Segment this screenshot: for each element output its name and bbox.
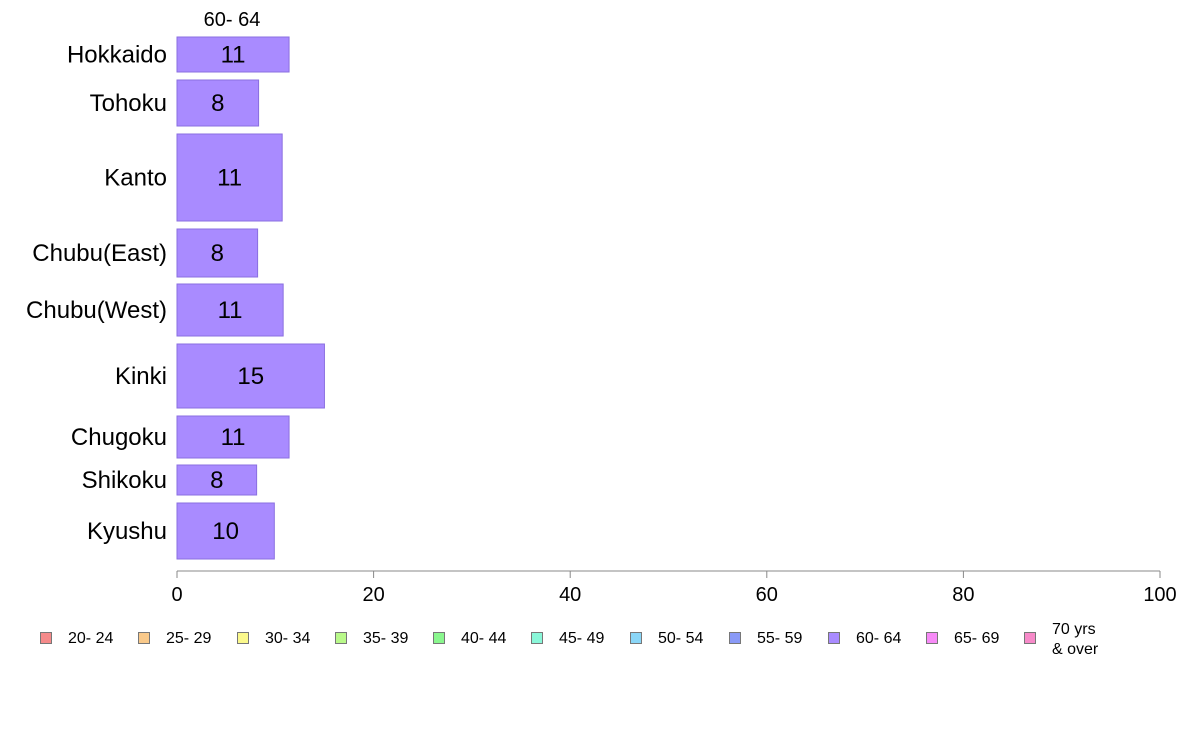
bar	[176, 464, 258, 496]
legend-swatch	[729, 632, 741, 644]
bar	[176, 415, 290, 459]
legend-label: 50- 54	[658, 630, 704, 647]
legend-label: 20- 24	[68, 630, 114, 647]
bar-value-label: 11	[218, 297, 243, 324]
column-header: 60- 64	[204, 9, 261, 31]
legend-label: 65- 69	[954, 630, 1000, 647]
x-tick-label: 100	[1143, 584, 1176, 606]
bar	[176, 343, 325, 409]
bar	[176, 36, 290, 73]
legend-swatch	[40, 632, 52, 644]
x-tick-label: 20	[362, 584, 384, 606]
legend-item: 40- 44	[433, 618, 506, 649]
x-tick-label: 80	[952, 584, 974, 606]
legend-swatch	[926, 632, 938, 644]
legend-label: 35- 39	[363, 630, 409, 647]
bar	[176, 133, 283, 222]
legend-swatch	[138, 632, 150, 644]
category-label: Chubu(West)	[26, 297, 167, 324]
category-label: Chugoku	[71, 424, 167, 451]
x-tick-label: 60	[756, 584, 778, 606]
category-label: Kanto	[104, 165, 167, 192]
category-label: Kyushu	[87, 518, 167, 545]
legend-label: 30- 34	[265, 630, 311, 647]
legend-label: 55- 59	[757, 630, 803, 647]
legend-item: 65- 69	[926, 618, 999, 649]
legend-item: 35- 39	[335, 618, 408, 649]
bar-value-label: 11	[217, 165, 242, 192]
legend-swatch	[335, 632, 347, 644]
bar-value-label: 11	[221, 42, 246, 69]
legend-swatch	[630, 632, 642, 644]
bars-group: Hokkaido 11 Tohoku 8 Kanto 11 Chubu(East) 8 Chub…	[26, 36, 325, 560]
category-label: Chubu(East)	[32, 240, 167, 267]
bar-value-label: 10	[212, 518, 239, 545]
legend-item: 50- 54	[630, 618, 703, 649]
legend-swatch	[237, 632, 249, 644]
category-label: Hokkaido	[67, 42, 167, 69]
legend-item: 30- 34	[237, 618, 310, 649]
bar-value-label: 15	[237, 363, 264, 390]
bar	[176, 228, 259, 278]
legend-item: 60- 64	[828, 618, 901, 649]
legend-swatch	[531, 632, 543, 644]
legend-swatch	[828, 632, 840, 644]
bar-value-label: 8	[211, 90, 224, 117]
bar-value-label: 11	[221, 424, 246, 451]
x-axis: 0 20 40 60 80 100	[171, 570, 1177, 606]
bar-value-label: 8	[210, 467, 223, 494]
legend-item: 70 yrs & over	[1024, 618, 1098, 660]
bar	[176, 283, 284, 337]
legend-label: 70 yrs & over	[1052, 621, 1099, 658]
legend-label: 40- 44	[461, 630, 507, 647]
legend-label: 60- 64	[856, 630, 902, 647]
legend-swatch	[433, 632, 445, 644]
category-label: Tohoku	[90, 90, 167, 117]
legend-label: 45- 49	[559, 630, 605, 647]
legend-swatch	[1024, 632, 1036, 644]
legend-item: 20- 24	[40, 618, 113, 649]
legend-label: 25- 29	[166, 630, 212, 647]
category-label: Shikoku	[82, 467, 167, 494]
x-tick-label: 40	[559, 584, 581, 606]
legend: 20- 24 25- 29 30- 34 35- 39 40- 44 45- 49 50- …	[0, 618, 1188, 678]
category-label: Kinki	[115, 363, 167, 390]
bar-chart: 60- 64 Hokkaido 11 Tohoku 8 Kanto 11 Chubu(Eas…	[26, 9, 1177, 606]
x-tick-label: 0	[171, 584, 182, 606]
legend-item: 45- 49	[531, 618, 604, 649]
legend-item: 55- 59	[729, 618, 802, 649]
bar-value-label: 8	[211, 240, 224, 267]
bar	[176, 502, 275, 560]
bar	[176, 79, 260, 127]
legend-item: 25- 29	[138, 618, 211, 649]
